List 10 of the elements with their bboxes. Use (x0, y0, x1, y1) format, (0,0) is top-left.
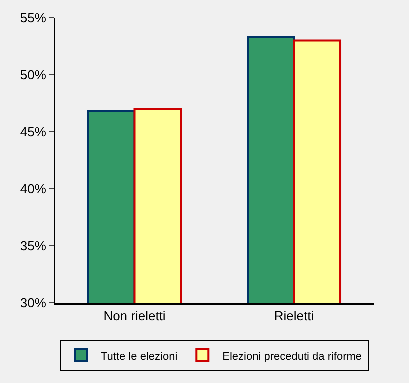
y-tick-label: 45% (20, 124, 47, 140)
y-tick-label: 50% (20, 68, 47, 83)
x-tick-label: Non rieletti (104, 308, 166, 324)
legend-label: Elezioni preceduti da riforme (222, 350, 362, 363)
x-tick-label: Rieletti (274, 308, 314, 324)
legend-label: Tutte le elezioni (101, 350, 178, 363)
y-tick-label: 55% (20, 10, 47, 26)
y-tick-label: 40% (20, 182, 47, 197)
y-tick-label: 35% (20, 238, 47, 254)
y-tick-label: 30% (20, 296, 47, 311)
